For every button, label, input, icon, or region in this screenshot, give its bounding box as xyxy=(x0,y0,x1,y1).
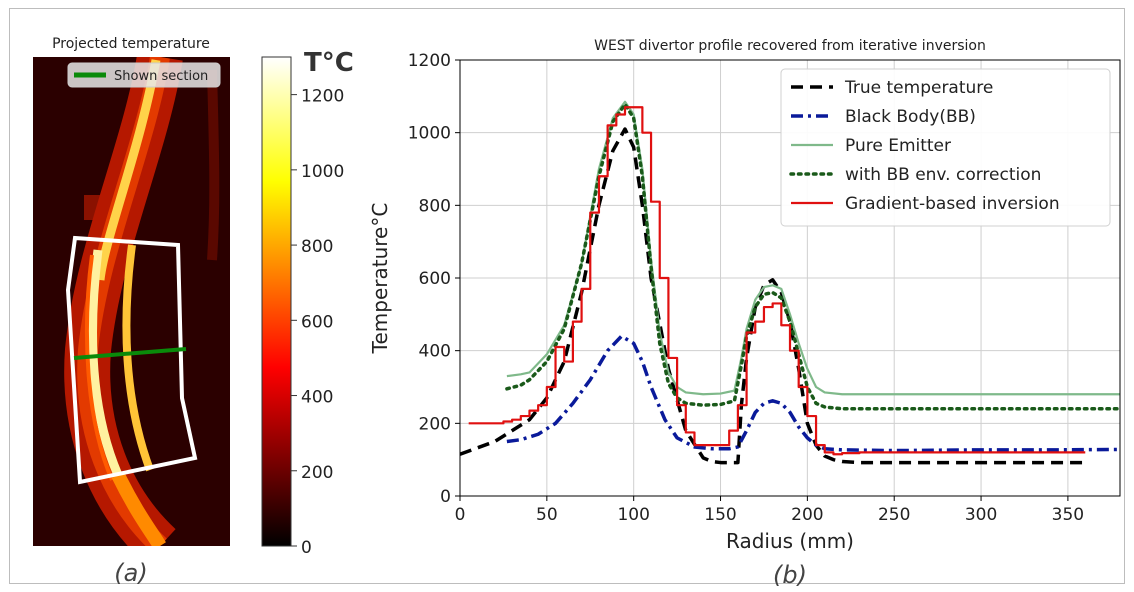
colorbar-tick-label: 0 xyxy=(301,538,312,558)
colorbar-tick-label: 1000 xyxy=(301,162,344,182)
chart-legend: True temperature Black Body(BB) Pure Emitt… xyxy=(780,68,1111,227)
chart-title: WEST divertor profile recovered from ite… xyxy=(594,38,986,54)
series-line-0 xyxy=(460,127,1086,465)
colorbar-unit: T°C xyxy=(304,48,354,78)
y-tick-label: 200 xyxy=(419,414,451,434)
x-tick-label: 300 xyxy=(965,505,997,525)
shown-section-line xyxy=(73,347,187,360)
colorbar-gradient xyxy=(261,56,292,547)
panel-b-label: (b) xyxy=(773,561,807,589)
plot-frame xyxy=(459,59,1121,497)
legend-entry: Black Body(BB) xyxy=(845,107,976,127)
y-tick-label: 400 xyxy=(419,342,451,362)
x-tick-label: 50 xyxy=(536,505,558,525)
legend-entry: with BB env. correction xyxy=(845,165,1041,185)
x-tick-label: 200 xyxy=(791,505,823,525)
colorbar-tick-label: 800 xyxy=(301,237,333,257)
panel-a: Projected temperature Shown section xyxy=(33,36,354,587)
x-axis-label: Radius (mm) xyxy=(726,529,854,553)
series-group xyxy=(460,100,1120,465)
series-line-4 xyxy=(468,106,1086,456)
x-axis-ticks: 0 50 100 150 200 250 300 350 xyxy=(455,496,1084,525)
panel-a-legend: Shown section xyxy=(67,62,221,88)
y-tick-label: 800 xyxy=(419,196,451,216)
x-tick-label: 150 xyxy=(704,505,736,525)
y-axis-ticks: 0 200 400 600 800 1000 1200 xyxy=(408,51,460,507)
legend-entry: Gradient-based inversion xyxy=(845,194,1060,214)
legend-entry: True temperature xyxy=(844,78,993,98)
y-tick-label: 1200 xyxy=(408,51,451,71)
y-axis-label: Temperature°C xyxy=(368,203,392,355)
series-line-1 xyxy=(506,334,1120,453)
colorbar-tick-label: 600 xyxy=(301,312,333,332)
panel-b: WEST divertor profile recovered from ite… xyxy=(368,38,1121,589)
colorbar-tick-label: 200 xyxy=(301,463,333,483)
colorbar-tick-label: 1200 xyxy=(301,87,344,107)
figure-frame xyxy=(9,8,1125,584)
x-tick-label: 350 xyxy=(1052,505,1084,525)
x-tick-label: 250 xyxy=(878,505,910,525)
panel-a-title: Projected temperature xyxy=(52,36,210,52)
y-tick-label: 600 xyxy=(419,269,451,289)
y-tick-label: 1000 xyxy=(408,124,451,144)
x-tick-label: 0 xyxy=(455,505,466,525)
section-outline xyxy=(65,235,198,485)
colorbar-tick-label: 400 xyxy=(301,388,333,408)
legend-entry: Pure Emitter xyxy=(845,136,951,156)
colorbar: T°C 0 200 400 600 800 1000 1200 xyxy=(261,48,354,558)
heatmap-image xyxy=(33,57,230,546)
y-tick-label: 0 xyxy=(440,487,451,507)
panel-a-legend-label: Shown section xyxy=(114,69,208,84)
x-tick-label: 100 xyxy=(617,505,649,525)
panel-a-label: (a) xyxy=(114,559,147,587)
legend-box xyxy=(780,68,1111,227)
